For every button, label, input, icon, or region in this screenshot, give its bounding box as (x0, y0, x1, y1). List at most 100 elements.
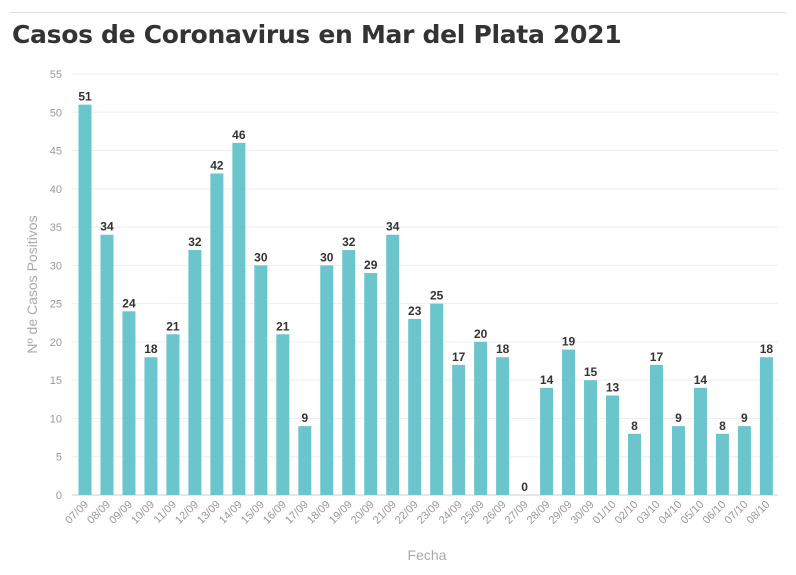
x-tick-label: 20/09 (349, 499, 377, 527)
x-tick-label: 08/10 (745, 499, 773, 527)
x-tick-label: 10/09 (129, 499, 157, 527)
bar (210, 173, 224, 495)
x-tick-label: 23/09 (415, 499, 443, 527)
bar (100, 234, 114, 495)
x-tick-label: 28/09 (525, 499, 553, 527)
data-label: 9 (301, 411, 308, 425)
data-label: 15 (584, 365, 598, 379)
data-label: 42 (210, 159, 224, 173)
bar (144, 357, 158, 495)
data-label: 18 (144, 342, 158, 356)
data-label: 51 (78, 90, 92, 104)
x-tick-label: 07/09 (63, 499, 91, 527)
x-tick-label: 16/09 (261, 499, 289, 527)
data-label: 21 (166, 319, 180, 333)
x-tick-label: 14/09 (217, 499, 245, 527)
data-label: 34 (386, 220, 400, 234)
x-tick-label: 01/10 (591, 499, 619, 527)
x-tick-label: 07/10 (723, 499, 751, 527)
x-tick-label: 08/09 (85, 499, 113, 527)
data-label: 30 (254, 250, 268, 264)
data-label: 21 (276, 319, 290, 333)
data-label: 0 (521, 480, 528, 494)
bar (122, 311, 136, 495)
y-tick-label: 50 (50, 107, 62, 119)
y-tick-label: 45 (50, 146, 62, 158)
chart-title: Casos de Coronavirus en Mar del Plata 20… (12, 20, 622, 49)
y-tick-label: 0 (56, 490, 62, 502)
y-tick-label: 55 (50, 69, 62, 81)
data-label: 23 (408, 304, 422, 318)
y-tick-label: 20 (50, 337, 62, 349)
data-label: 18 (496, 342, 510, 356)
y-tick-label: 35 (50, 222, 62, 234)
bar (540, 387, 554, 495)
data-label: 46 (232, 128, 246, 142)
data-label: 20 (474, 327, 488, 341)
x-tick-label: 12/09 (173, 499, 201, 527)
data-label: 25 (430, 289, 444, 303)
bar (254, 265, 268, 495)
bar (628, 433, 641, 495)
bar (232, 142, 246, 495)
bar (320, 265, 334, 495)
x-tick-label: 30/09 (569, 499, 597, 527)
x-tick-label: 13/09 (195, 499, 223, 527)
x-tick-label: 03/10 (635, 499, 663, 527)
bar (78, 104, 92, 496)
data-label: 8 (631, 419, 638, 433)
bar (562, 349, 576, 495)
bar (649, 364, 663, 495)
data-label: 30 (320, 250, 334, 264)
x-axis-title: Fecha (408, 547, 447, 563)
bar (276, 334, 290, 495)
bar (408, 318, 422, 495)
data-label: 17 (452, 350, 466, 364)
data-label: 24 (122, 296, 136, 310)
bar (386, 234, 400, 495)
data-label: 9 (741, 411, 748, 425)
x-tick-label: 27/09 (503, 499, 531, 527)
bar (496, 357, 510, 495)
x-tick-label: 02/10 (613, 499, 641, 527)
bar (715, 433, 729, 495)
data-label: 17 (650, 350, 664, 364)
bar (188, 250, 202, 495)
x-tick-label: 21/09 (371, 499, 399, 527)
x-tick-label: 17/09 (283, 499, 311, 527)
y-tick-label: 10 (50, 413, 62, 425)
bar (430, 303, 444, 495)
bar (584, 380, 598, 495)
bar (364, 273, 378, 495)
data-label: 32 (188, 235, 202, 249)
x-tick-label: 24/09 (437, 499, 465, 527)
data-label: 14 (540, 373, 554, 387)
data-label: 19 (562, 335, 576, 349)
data-label: 9 (675, 411, 682, 425)
data-label: 13 (606, 380, 620, 394)
bar (474, 341, 488, 495)
bar (693, 387, 707, 495)
y-tick-label: 25 (50, 299, 62, 311)
bar (342, 250, 356, 495)
bar (298, 426, 312, 495)
x-tick-label: 06/10 (701, 499, 729, 527)
x-tick-label: 22/09 (393, 499, 421, 527)
data-label: 32 (342, 235, 356, 249)
x-tick-label: 25/09 (459, 499, 487, 527)
data-label: 18 (760, 342, 774, 356)
x-tick-label: 15/09 (239, 499, 267, 527)
data-label: 14 (694, 373, 708, 387)
y-tick-label: 5 (56, 452, 62, 464)
bar (737, 426, 751, 495)
y-tick-label: 30 (50, 260, 62, 272)
bar (166, 334, 180, 495)
x-tick-label: 09/09 (107, 499, 135, 527)
x-tick-label: 26/09 (481, 499, 509, 527)
x-tick-label: 05/10 (679, 499, 707, 527)
y-tick-label: 40 (50, 184, 62, 196)
x-tick-label: 04/10 (657, 499, 685, 527)
bar (671, 426, 685, 495)
top-divider (10, 12, 786, 13)
